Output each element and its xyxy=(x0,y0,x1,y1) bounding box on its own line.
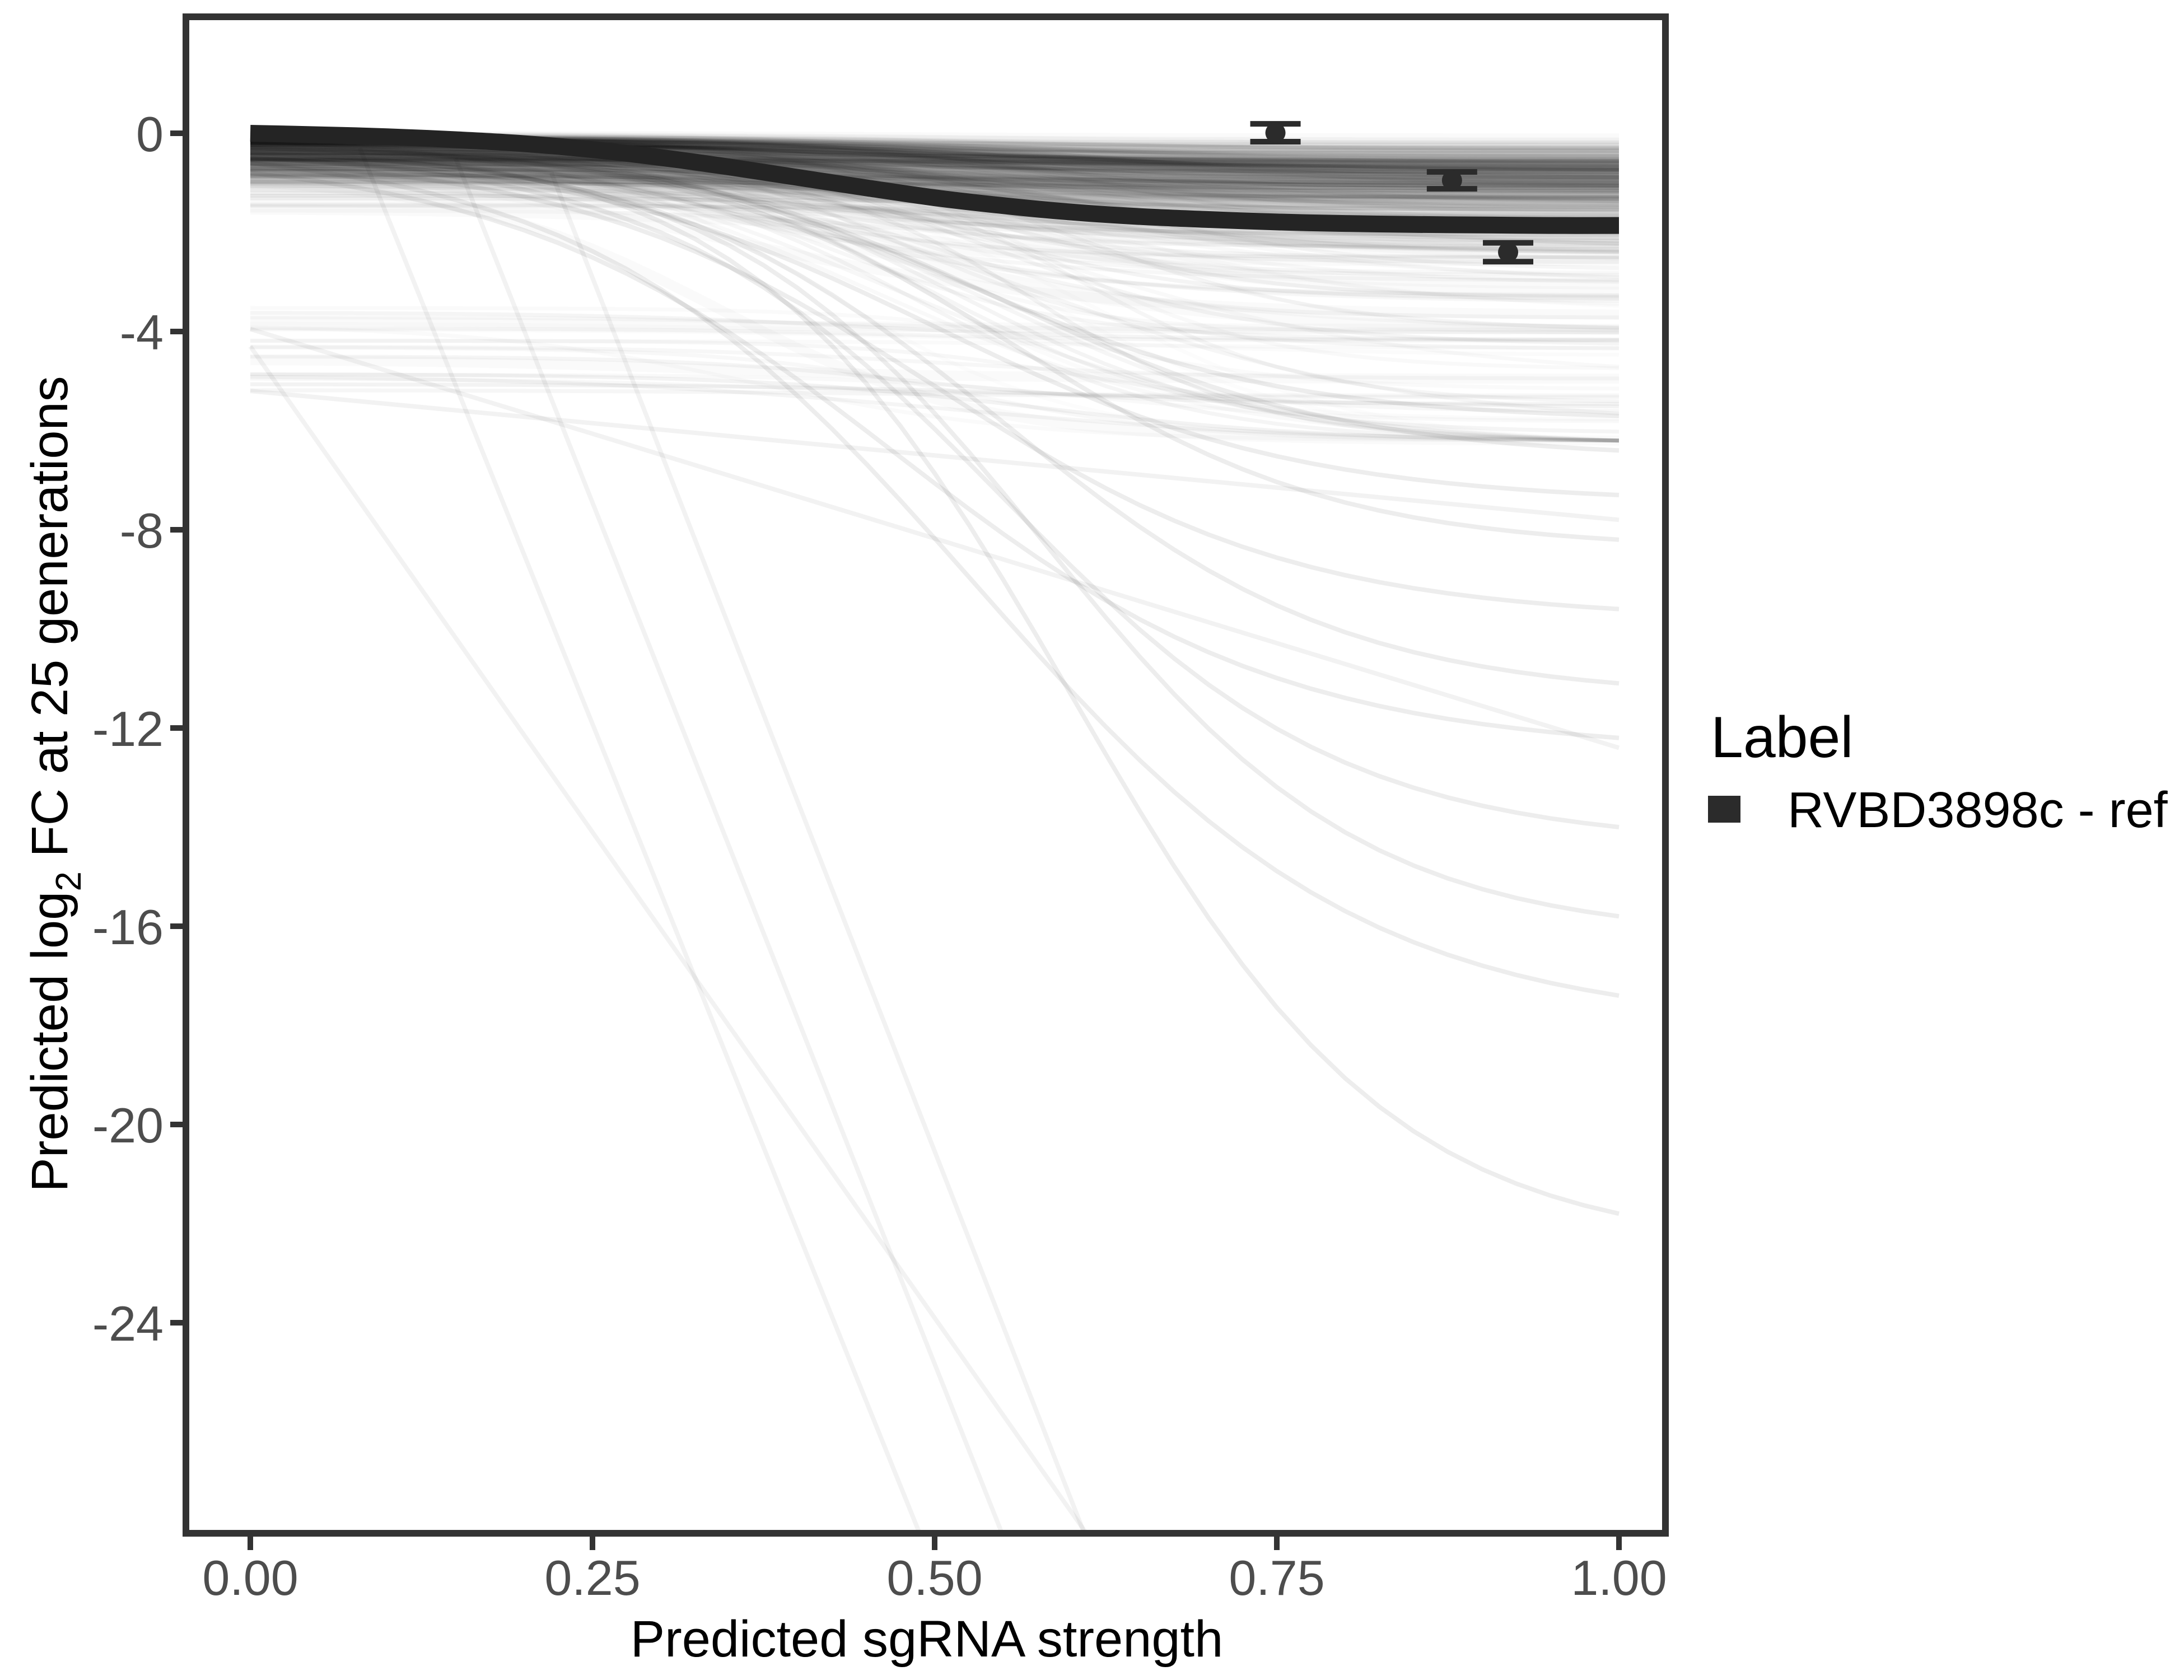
deep-curve xyxy=(250,170,1620,740)
steep-streak xyxy=(249,326,1620,750)
background-curve xyxy=(250,162,1620,181)
background-curve xyxy=(250,180,1620,255)
deep-curve xyxy=(250,146,1620,418)
background-curve xyxy=(250,140,1620,443)
background-curve xyxy=(250,159,1619,260)
background-curve xyxy=(250,172,1620,190)
steep-streak xyxy=(250,389,1620,522)
background-curve xyxy=(250,174,1620,190)
background-curve xyxy=(250,167,1619,174)
pointrange xyxy=(1250,121,1301,145)
errorbar-point xyxy=(1441,170,1462,191)
errorbar-point xyxy=(1265,123,1286,143)
x-axis: 0.00 0.25 0.50 0.75 1.00 xyxy=(202,1533,1667,1606)
background-curve xyxy=(250,167,1619,264)
background-curve xyxy=(250,174,1620,199)
background-curve xyxy=(250,180,1619,188)
background-curve xyxy=(250,156,1620,162)
background-curve xyxy=(250,179,1619,188)
legend-title: Label xyxy=(1711,705,1853,770)
background-curve xyxy=(250,164,1619,176)
background-curve xyxy=(250,375,1620,443)
y-tick-label: -24 xyxy=(92,1296,164,1351)
deep-curve xyxy=(250,146,1620,1216)
x-tick-label: 0.00 xyxy=(202,1550,298,1606)
y-axis-title-subscript: 2 xyxy=(48,871,88,892)
background-curve xyxy=(250,202,1620,237)
deep-curve xyxy=(250,156,1620,829)
deep-curve xyxy=(250,161,1620,998)
background-curve xyxy=(250,166,1620,201)
steep-streak xyxy=(248,345,1089,1533)
background-curve xyxy=(250,166,1619,180)
legend-key-line-swatch xyxy=(1708,796,1740,823)
background-curve xyxy=(250,150,1620,199)
background-curve xyxy=(250,157,1619,185)
deep-curve xyxy=(250,146,1620,542)
x-tick-label: 1.00 xyxy=(1571,1550,1667,1606)
panel-border xyxy=(183,13,1669,1537)
deep-curve xyxy=(250,143,1620,453)
background-curve xyxy=(250,152,1620,174)
x-tick-label: 0.75 xyxy=(1229,1550,1324,1606)
background-curve xyxy=(250,180,1620,299)
legend-entry-label: RVBD3898c - ref xyxy=(1788,782,2168,838)
background-curve xyxy=(250,147,1619,159)
background-curve xyxy=(250,180,1620,195)
x-tick-label: 0.25 xyxy=(544,1550,640,1606)
steep-streak xyxy=(453,157,1005,1533)
deep-curve xyxy=(250,161,1620,612)
deep-curve xyxy=(250,156,1620,497)
y-tick-label: -8 xyxy=(120,503,164,558)
x-axis-title: Predicted sgRNA strength xyxy=(631,1611,1224,1668)
error-bars xyxy=(1250,121,1534,265)
y-tick-label: -20 xyxy=(92,1098,164,1153)
y-axis-title-prefix: Predicted log xyxy=(21,892,78,1192)
background-curve xyxy=(250,164,1620,172)
background-curve xyxy=(250,176,1619,186)
background-curve xyxy=(250,166,1620,259)
y-tick-label: -4 xyxy=(120,305,164,360)
y-axis: 0 -4 -8 -12 -16 -20 -24 xyxy=(92,106,186,1351)
background-curve xyxy=(250,382,1620,409)
background-curve xyxy=(250,168,1620,192)
legend: Label RVBD3898c - ref xyxy=(1708,705,2168,838)
background-curve xyxy=(250,158,1620,169)
deep-curve xyxy=(250,151,1620,919)
background-curve xyxy=(250,167,1619,182)
background-curve xyxy=(250,160,1620,443)
y-tick-label: -16 xyxy=(92,899,164,955)
highlight-line-group xyxy=(250,125,1620,234)
background-curve xyxy=(250,153,1620,174)
background-curves xyxy=(248,133,1620,1533)
background-curve xyxy=(250,150,1620,172)
errorbar-point xyxy=(1498,242,1519,263)
y-axis-title: Predicted log2 FC at 25 generations xyxy=(21,376,88,1192)
y-axis-title-suffix: FC at 25 generations xyxy=(21,376,78,871)
highlight-line-RVBD3898c-ref xyxy=(250,125,1620,234)
y-tick-label: -12 xyxy=(92,701,164,757)
background-curve xyxy=(250,157,1620,170)
deep-curve xyxy=(250,151,1620,686)
y-tick-label: 0 xyxy=(136,106,164,162)
pointrange xyxy=(1483,240,1534,265)
background-curve xyxy=(250,148,1619,166)
background-curve xyxy=(250,174,1620,189)
pointrange xyxy=(1426,169,1477,192)
steep-streak xyxy=(357,147,922,1533)
x-tick-label: 0.50 xyxy=(886,1550,982,1606)
background-curve xyxy=(250,158,1620,443)
steep-streak xyxy=(549,172,1087,1533)
background-curve xyxy=(250,372,1620,443)
background-curve xyxy=(250,149,1620,221)
